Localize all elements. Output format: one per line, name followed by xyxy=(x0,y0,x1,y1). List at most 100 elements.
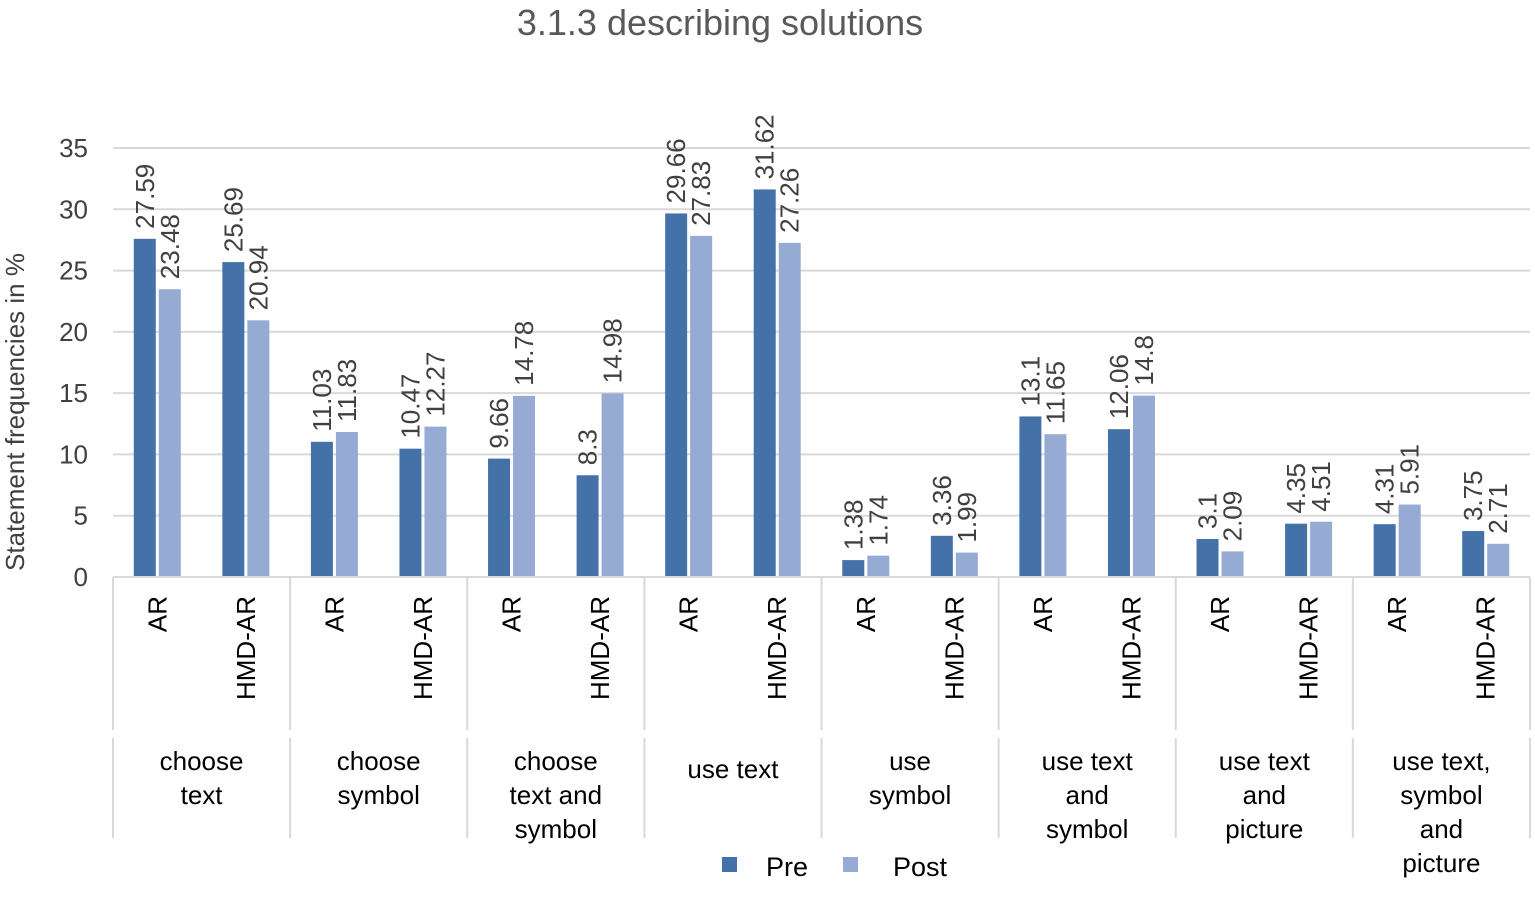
x-subcategory-label: AR xyxy=(319,596,349,632)
x-subcategory-label: HMD-AR xyxy=(762,596,792,700)
x-group-label: use text, xyxy=(1392,746,1490,776)
x-subcategory-label: AR xyxy=(674,596,704,632)
data-label: 31.62 xyxy=(750,114,780,179)
bar-pre xyxy=(222,262,245,577)
x-subcategory-label: HMD-AR xyxy=(231,596,261,700)
bar-post xyxy=(335,431,358,577)
x-group-label: use text xyxy=(1219,746,1311,776)
legend-label-post: Post xyxy=(893,852,948,882)
x-group-label: text and xyxy=(510,780,603,810)
x-group-label: choose xyxy=(160,746,244,776)
x-group-label: use text xyxy=(687,754,779,784)
bar-post xyxy=(867,555,890,577)
x-subcategory-label: AR xyxy=(851,596,881,632)
x-subcategory-label: AR xyxy=(1382,596,1412,632)
data-label: 14.98 xyxy=(598,318,628,383)
bar-pre xyxy=(1019,416,1042,577)
x-group-label: and xyxy=(1243,780,1286,810)
data-label: 11.03 xyxy=(307,369,337,432)
x-group-label: symbol xyxy=(1400,780,1482,810)
x-group-label: use xyxy=(889,746,931,776)
x-subcategory-label: AR xyxy=(497,596,527,632)
bar-pre xyxy=(842,560,865,577)
chart-title: 3.1.3 describing solutions xyxy=(516,2,924,43)
y-tick-label: 15 xyxy=(59,378,88,408)
data-label: 11.83 xyxy=(332,359,362,422)
data-label: 14.78 xyxy=(509,321,539,386)
data-label: 9.66 xyxy=(484,398,514,449)
x-subcategory-label: AR xyxy=(142,596,172,632)
data-label: 8.3 xyxy=(573,429,603,465)
bar-pre xyxy=(1196,539,1219,577)
data-label: 3.36 xyxy=(927,475,957,526)
data-label: 27.26 xyxy=(775,168,805,233)
x-group-label: choose xyxy=(514,746,598,776)
x-group-label: symbol xyxy=(338,780,420,810)
bar-post xyxy=(1310,521,1333,577)
data-label: 14.8 xyxy=(1129,335,1159,386)
x-group-label: picture xyxy=(1402,848,1480,878)
legend-swatch-post xyxy=(843,857,858,872)
data-label: 27.83 xyxy=(686,161,716,226)
x-subcategory-label: HMD-AR xyxy=(585,596,615,700)
bar-post xyxy=(424,426,447,577)
bar-post xyxy=(778,242,801,577)
data-label: 5.91 xyxy=(1395,444,1425,495)
y-axis-ticks: 0 5 10 15 20 25 30 35 xyxy=(59,133,88,592)
y-tick-label: 35 xyxy=(59,133,88,163)
bar-pre xyxy=(1107,429,1130,577)
data-label: 1.74 xyxy=(863,495,893,546)
data-label: 29.66 xyxy=(661,138,691,203)
data-label: 12.06 xyxy=(1104,354,1134,419)
legend: Pre Post xyxy=(722,852,948,882)
bar-pre xyxy=(1285,523,1308,577)
bar-post xyxy=(247,320,270,577)
bar-pre xyxy=(310,441,333,577)
x-subcategory-label: HMD-AR xyxy=(1294,596,1324,700)
x-group-label: text xyxy=(181,780,224,810)
bar-pre xyxy=(133,238,156,577)
data-label: 10.47 xyxy=(395,374,425,439)
bar-pre xyxy=(576,475,599,577)
x-subcategory-label: HMD-AR xyxy=(1116,596,1146,700)
x-axis: AR HMD-AR choose text AR HMD-AR choose symbol AR… xyxy=(112,576,1531,878)
x-group-label: symbol xyxy=(869,780,951,810)
bar-post xyxy=(1132,395,1155,577)
bar-post xyxy=(1044,434,1067,577)
bar-pre xyxy=(1373,524,1396,577)
y-tick-label: 10 xyxy=(59,439,88,469)
x-group-label: symbol xyxy=(515,814,597,844)
bar-pre xyxy=(753,189,776,577)
bar-post xyxy=(1487,543,1510,577)
y-tick-label: 20 xyxy=(59,317,88,347)
y-tick-label: 30 xyxy=(59,194,88,224)
x-group-label: use text xyxy=(1042,746,1134,776)
data-label: 13.1 xyxy=(1015,356,1045,407)
bar-pre xyxy=(930,535,953,577)
data-label: 11.65 xyxy=(1040,361,1070,424)
data-label: 25.69 xyxy=(218,187,248,252)
data-label: 3.1 xyxy=(1193,493,1223,529)
bar-post xyxy=(158,289,181,577)
bar-pre xyxy=(665,213,688,578)
bar-post xyxy=(1398,504,1421,577)
bars xyxy=(133,189,1510,578)
y-tick-label: 5 xyxy=(74,501,88,531)
y-axis-title: Statement frequencies in % xyxy=(0,253,30,571)
data-label: 23.48 xyxy=(155,214,185,279)
data-label: 4.31 xyxy=(1370,464,1400,515)
data-label: 4.51 xyxy=(1306,461,1336,512)
y-tick-label: 25 xyxy=(59,256,88,286)
bar-post xyxy=(601,393,624,577)
x-subcategory-label: HMD-AR xyxy=(939,596,969,700)
x-subcategory-label: AR xyxy=(1205,596,1235,632)
bar-post xyxy=(1221,551,1244,577)
bar-pre xyxy=(488,458,511,577)
x-group-label: choose xyxy=(337,746,421,776)
x-group-label: symbol xyxy=(1046,814,1128,844)
x-group-label: and xyxy=(1065,780,1108,810)
data-label: 1.38 xyxy=(838,499,868,550)
